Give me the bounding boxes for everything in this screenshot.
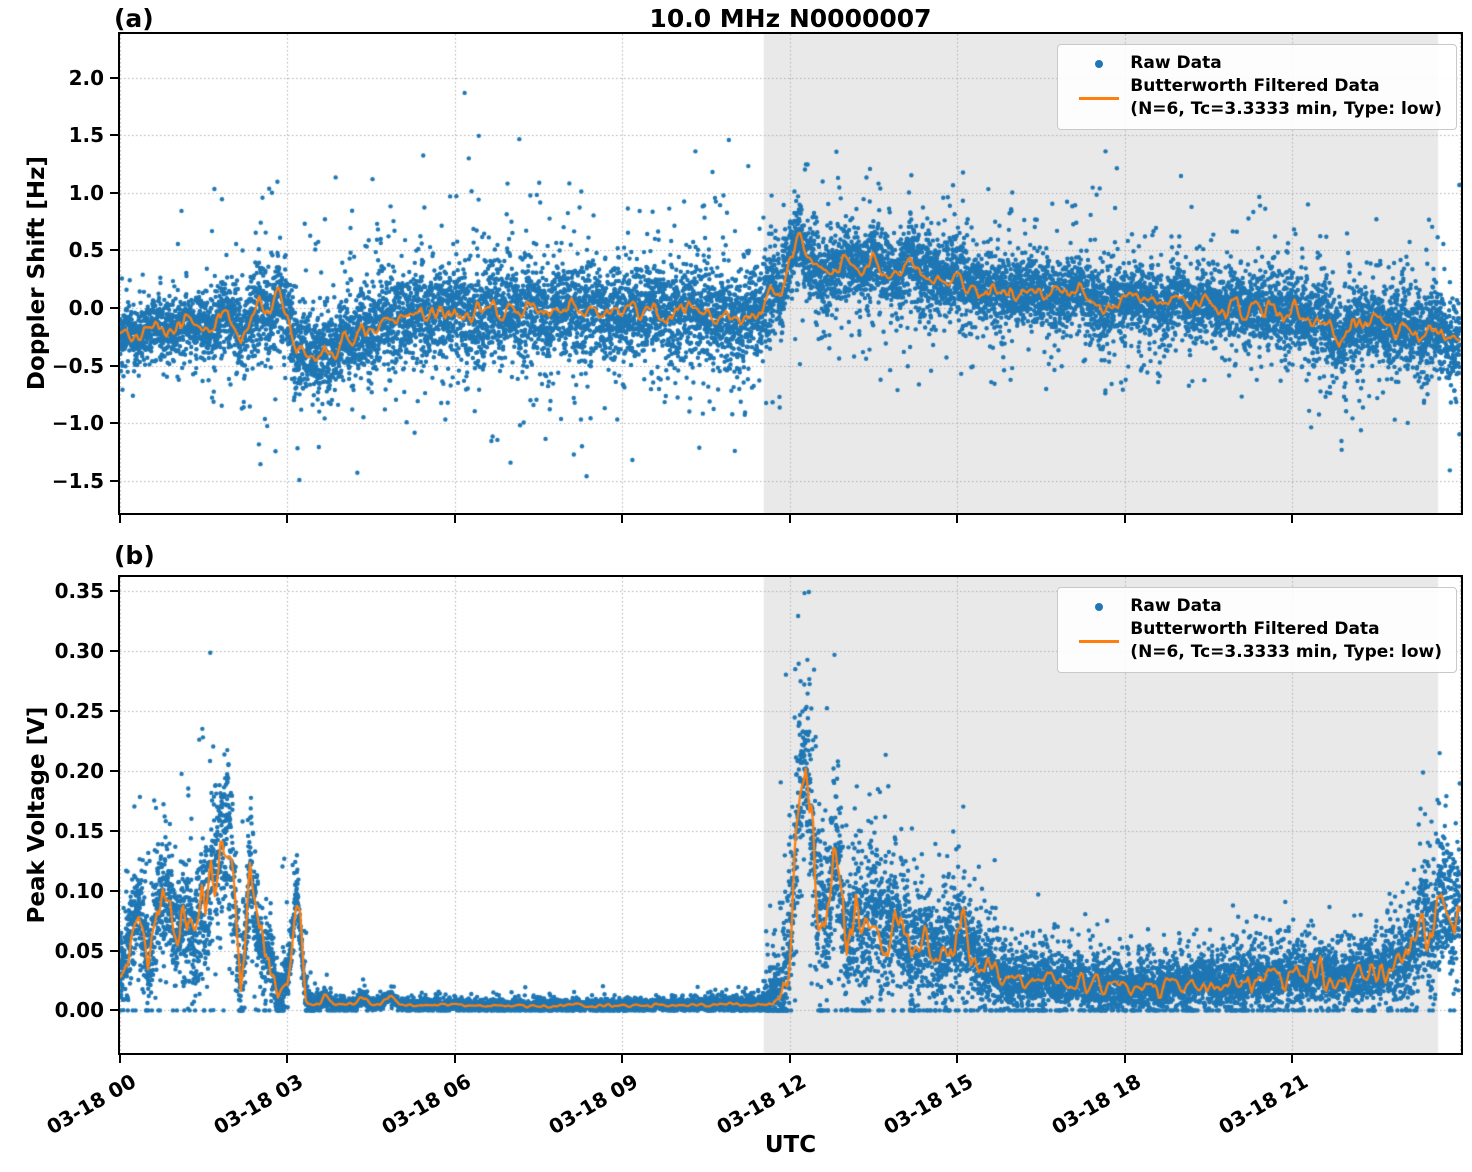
panel-b-label: (b) bbox=[114, 541, 155, 570]
legend-filtered-label-line2: (N=6, Tc=3.3333 min, Type: low) bbox=[1130, 99, 1442, 119]
panel-a-ytick-label: 1.0 bbox=[68, 180, 104, 205]
legend-item-filtered-data: Butterworth Filtered Data (N=6, Tc=3.333… bbox=[1068, 75, 1442, 121]
legend-filtered-label-line2: (N=6, Tc=3.3333 min, Type: low) bbox=[1130, 642, 1442, 662]
panel-a-ytick-mark bbox=[110, 307, 118, 310]
filtered-data-line-marker bbox=[1079, 639, 1120, 643]
panel-a-xtick-mark bbox=[621, 515, 624, 523]
panel-b-ytick-label: 0.25 bbox=[54, 699, 104, 724]
panel-a-ytick-mark bbox=[110, 249, 118, 252]
panel-b-ytick-label: 0.10 bbox=[54, 878, 104, 903]
panel-b-xtick-mark bbox=[119, 1055, 121, 1063]
panel-b-xtick-mark bbox=[1291, 1055, 1294, 1063]
panel-a-xtick-mark bbox=[788, 515, 791, 523]
legend-filtered-label-line1: Butterworth Filtered Data bbox=[1130, 619, 1380, 639]
panel-b-ytick-label: 0.15 bbox=[54, 818, 104, 843]
panel-a-xtick-mark bbox=[956, 515, 959, 523]
panel-b-ytick-mark bbox=[110, 1009, 118, 1012]
panel-b-ytick-label: 0.20 bbox=[54, 758, 104, 783]
panel-b-xtick-mark bbox=[286, 1055, 289, 1063]
panel-a-xtick-mark bbox=[286, 515, 289, 523]
filtered-data-line-marker bbox=[1079, 96, 1120, 100]
panel-a-ytick-label: −0.5 bbox=[51, 353, 104, 378]
panel-a-ytick-mark bbox=[110, 479, 118, 482]
panel-a-xtick-mark bbox=[119, 515, 121, 523]
panel-a-ytick-mark bbox=[110, 364, 118, 367]
panel-b-ytick-mark bbox=[110, 650, 118, 653]
panel-a-legend: Raw Data Butterworth Filtered Data (N=6,… bbox=[1057, 44, 1457, 130]
panel-b-ytick-mark bbox=[110, 769, 118, 772]
panel-b-xtick-mark bbox=[453, 1055, 456, 1063]
panel-b-xtick-mark bbox=[956, 1055, 959, 1063]
panel-b-xtick-mark bbox=[621, 1055, 624, 1063]
panel-b-legend: Raw Data Butterworth Filtered Data (N=6,… bbox=[1057, 587, 1457, 673]
panel-b-ytick-label: 0.05 bbox=[54, 938, 104, 963]
figure-title: 10.0 MHz N0000007 bbox=[649, 4, 932, 33]
legend-filtered-label-line1: Butterworth Filtered Data bbox=[1130, 76, 1380, 96]
legend-item-filtered-data: Butterworth Filtered Data (N=6, Tc=3.333… bbox=[1068, 618, 1442, 664]
panel-a-xtick-mark bbox=[453, 515, 456, 523]
panel-b-xtick-mark bbox=[788, 1055, 791, 1063]
panel-b-ytick-label: 0.35 bbox=[54, 579, 104, 604]
panel-a-label: (a) bbox=[114, 4, 154, 33]
raw-data-dot-marker bbox=[1095, 602, 1104, 611]
panel-b-ytick-mark bbox=[110, 710, 118, 713]
panel-a-ytick-mark bbox=[110, 76, 118, 79]
panel-b-ytick-mark bbox=[110, 949, 118, 952]
panel-b-ytick-mark bbox=[110, 829, 118, 832]
panel-b-ytick-mark bbox=[110, 590, 118, 593]
legend-item-raw-data: Raw Data bbox=[1068, 595, 1442, 618]
panel-a-xtick-mark bbox=[1123, 515, 1126, 523]
legend-raw-data-label: Raw Data bbox=[1130, 53, 1222, 73]
panel-a-ytick-mark bbox=[110, 134, 118, 137]
panel-b-xtick-mark bbox=[1123, 1055, 1126, 1063]
panel-b-ytick-label: 0.00 bbox=[54, 998, 104, 1023]
panel-a-xtick-mark bbox=[1291, 515, 1294, 523]
panel-a-ytick-label: 0.0 bbox=[68, 296, 104, 321]
panel-a-ytick-label: 1.5 bbox=[68, 123, 104, 148]
panel-a-ytick-label: 2.0 bbox=[68, 65, 104, 90]
legend-raw-data-label: Raw Data bbox=[1130, 596, 1222, 616]
panel-b-ytick-label: 0.30 bbox=[54, 639, 104, 664]
legend-item-raw-data: Raw Data bbox=[1068, 52, 1442, 75]
panel-a-ytick-mark bbox=[110, 422, 118, 425]
panel-a-ytick-label: −1.5 bbox=[51, 468, 104, 493]
panel-a-ytick-mark bbox=[110, 191, 118, 194]
raw-data-dot-marker bbox=[1095, 59, 1104, 68]
panel-a-ytick-label: 0.5 bbox=[68, 238, 104, 263]
x-axis-label: UTC bbox=[764, 1132, 817, 1158]
panel-b-ytick-mark bbox=[110, 889, 118, 892]
panel-a-ytick-label: −1.0 bbox=[51, 411, 104, 436]
